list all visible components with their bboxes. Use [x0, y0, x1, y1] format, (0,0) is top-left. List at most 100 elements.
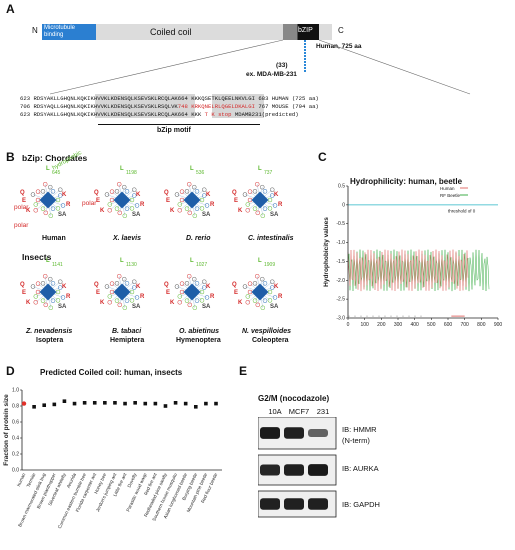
- data-point-human: [21, 401, 27, 406]
- panel-a-label: A: [6, 2, 15, 16]
- data-point: [92, 401, 97, 405]
- series-line-human: [347, 249, 469, 292]
- helix-number-5: 1141: [52, 262, 63, 268]
- deletion-label: ex. MDA-MB-231: [246, 71, 297, 78]
- order-isoptera: Isoptera: [36, 337, 64, 344]
- residue-letter: S: [132, 212, 136, 218]
- residue-letter: R: [140, 294, 145, 300]
- residue-letter: S: [202, 304, 206, 310]
- legend-entry: Human: [440, 186, 455, 191]
- data-point: [163, 404, 168, 408]
- data-point: [103, 401, 107, 405]
- coiled-coil-label: Coiled coil: [150, 27, 192, 37]
- panel-d-label: D: [6, 364, 15, 378]
- order-hemiptera: Hemiptera: [110, 337, 145, 344]
- residue-letter: Q: [20, 190, 25, 196]
- residue-letter: L: [258, 166, 262, 172]
- residue-letter: E: [96, 198, 100, 204]
- blot-band: [284, 464, 304, 476]
- helix-core: [251, 191, 269, 209]
- residue-letter: E: [234, 198, 238, 204]
- x-tick-label: 400: [410, 322, 419, 328]
- chart-c-title: Hydrophilicity: human, beetle: [350, 177, 463, 186]
- residue-letter: R: [140, 202, 145, 208]
- residue-letter: K: [26, 208, 31, 214]
- blot-band: [308, 498, 328, 510]
- blot-band: [308, 464, 328, 476]
- residue-letter: S: [270, 304, 274, 310]
- helix-number-3: 536: [196, 170, 205, 176]
- y-tick-label: 1.0: [12, 388, 19, 394]
- residue-letter: K: [170, 300, 175, 306]
- residue-letter: K: [136, 284, 141, 290]
- polar-label-1: polar: [14, 204, 29, 211]
- data-point: [52, 402, 57, 407]
- y-tick-label: -3.0: [336, 316, 345, 322]
- residue-letter: S: [270, 212, 274, 218]
- lane-label-2: MCF7: [288, 407, 310, 416]
- blot-band: [308, 428, 328, 438]
- x-tick-label: 100: [360, 322, 369, 328]
- data-point: [82, 401, 87, 405]
- helix-number-4: 737: [264, 170, 273, 176]
- residue-letter: S: [132, 304, 136, 310]
- residue-letter: K: [136, 192, 141, 198]
- polar-label-2: polar: [82, 200, 97, 207]
- blot-band: [260, 427, 280, 439]
- chart-c-legend: Human RF Beetle: [440, 186, 468, 198]
- x-tick-label: 300: [394, 322, 403, 328]
- residue-letter: R: [66, 294, 71, 300]
- helix-core: [39, 283, 57, 301]
- x-tick-label: 800: [477, 322, 486, 328]
- panel-b-label: B: [6, 150, 15, 164]
- y-tick-label: 0: [342, 202, 345, 208]
- condition-label: G2/M (nocodazole): [258, 394, 330, 403]
- residue-letter: S: [58, 304, 62, 310]
- residue-letter: K: [100, 300, 105, 306]
- y-tick-label: 0.4: [12, 436, 19, 442]
- human-length-label: Human, 725 aa: [316, 43, 362, 50]
- polar-label-3: polar: [14, 222, 29, 229]
- y-axis-label: Fraction of protein size: [3, 394, 10, 466]
- residue-letter: K: [62, 284, 67, 290]
- species-z-nevadensis: Z. nevadensis: [26, 328, 73, 335]
- chordates-title: bZip: Chordates: [22, 153, 88, 163]
- residue-letter: L: [120, 258, 124, 264]
- residue-letter: A: [62, 304, 67, 310]
- residue-letter: L: [258, 258, 262, 264]
- microtubule-binding-domain: Microtubule binding: [42, 24, 96, 40]
- residue-letter: K: [62, 192, 67, 198]
- y-axis-label: Hydrophobicity values: [323, 217, 330, 287]
- residue-letter: A: [136, 304, 141, 310]
- y-tick-label: -2.0: [336, 278, 345, 284]
- x-category-label: Termite: [26, 472, 37, 488]
- residue-letter: R: [210, 202, 215, 208]
- y-tick-label: 0.6: [12, 420, 19, 426]
- data-point: [193, 405, 198, 409]
- x-category-label: Dovefly: [127, 472, 138, 489]
- residue-letter: Q: [94, 190, 99, 196]
- data-point: [153, 401, 158, 406]
- residue-letter: K: [206, 284, 211, 290]
- deletion-marker: [304, 40, 306, 72]
- data-point: [72, 401, 77, 406]
- y-tick-label: -1.5: [336, 259, 345, 265]
- y-tick-label: 0.5: [338, 184, 345, 190]
- data-point: [133, 401, 137, 405]
- y-tick-label: 0.2: [12, 452, 19, 458]
- data-point: [214, 401, 218, 406]
- blot-band: [260, 464, 280, 476]
- x-tick-label: 600: [444, 322, 453, 328]
- y-tick-label: 0.0: [12, 468, 19, 474]
- order-coleoptera: Coleoptera: [252, 337, 289, 344]
- helix-core: [183, 191, 201, 209]
- panel-c-label: C: [318, 150, 327, 164]
- motif-bracket: [98, 124, 260, 125]
- x-category-label: Anurida: [66, 472, 77, 489]
- x-tick-label: 500: [427, 322, 436, 328]
- zoom-lines: [49, 39, 471, 95]
